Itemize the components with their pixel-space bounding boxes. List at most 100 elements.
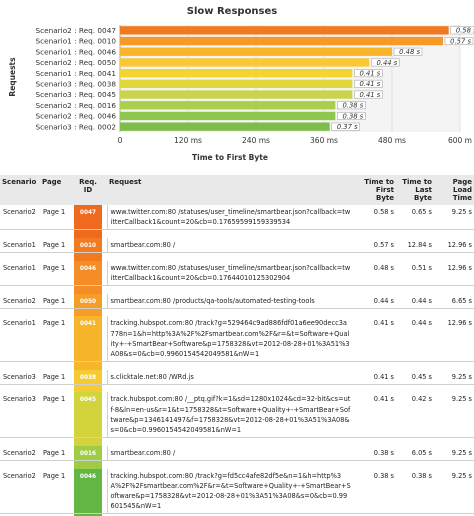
table-row[interactable]: Scenario3 Page 1 0038 s.clicktale.net:80 /W… <box>0 369 474 385</box>
bar[interactable] <box>120 36 443 46</box>
request-cell: track.hubspot.com:80 /__ptq.gif?k=1&sd=1… <box>107 392 354 439</box>
header-ttlb[interactable]: Time to Last Byte <box>402 178 432 202</box>
spacer-cell <box>107 460 354 469</box>
ttfb-cell: 0.44 s <box>354 293 396 309</box>
request-cell: tracking.hubspot.com:80 /track?g=529464c… <box>107 316 354 363</box>
spacer-cell <box>434 384 474 393</box>
bar[interactable] <box>120 79 353 89</box>
header-plt[interactable]: Page Load Time <box>452 178 472 202</box>
spacer-cell <box>40 384 74 393</box>
spacer-cell <box>396 513 434 516</box>
header-ttfb[interactable]: Time to First Byte <box>364 178 394 202</box>
scenario-cell: Scenario2 <box>0 468 40 515</box>
bar[interactable] <box>120 90 353 99</box>
spacer-cell <box>354 229 396 238</box>
spacer-cell <box>40 285 74 294</box>
bar[interactable] <box>120 111 336 121</box>
x-tick-label: 0 <box>118 136 123 145</box>
row-spacer <box>0 384 474 393</box>
row-divider <box>102 468 108 515</box>
x-tick-label: 480 ms <box>378 136 406 145</box>
page-cell: Page 1 <box>40 468 74 515</box>
table-row[interactable]: Scenario1 Page 1 0041 tracking.hubspot.com:… <box>0 316 474 363</box>
req-id-cell: 0038 <box>74 369 102 385</box>
spacer-cell <box>40 229 74 238</box>
header-req-id[interactable]: Req. ID <box>79 178 97 194</box>
req-id-cell: 0047 <box>74 205 102 231</box>
row-divider <box>102 237 108 254</box>
spacer-cell <box>107 229 354 238</box>
spacer-cell <box>434 252 474 261</box>
y-axis-label: Requests <box>8 57 17 97</box>
table-row[interactable]: Scenario2 Page 1 0047 www.twitter.com:80 /s… <box>0 205 474 231</box>
row-divider <box>102 369 108 385</box>
scenario-cell: Scenario2 <box>0 293 40 309</box>
bar[interactable] <box>120 58 370 67</box>
category-label: Scenario3 : Req. 0038 <box>35 80 116 89</box>
category-label: Scenario1 : Req. 0046 <box>35 47 116 56</box>
data-label-box <box>354 69 383 78</box>
bar[interactable] <box>120 26 449 35</box>
data-label-box <box>393 47 423 56</box>
spacer-cell <box>102 285 107 294</box>
req-id-cell: 0016 <box>74 445 102 461</box>
table-row[interactable]: Scenario1 Page 1 0010 smartbear.com:80 /0.5… <box>0 237 474 254</box>
row-spacer <box>0 513 474 516</box>
spacer-cell <box>40 361 74 370</box>
table-row[interactable]: Scenario2 Page 1 0050 smartbear.com:80 /pro… <box>0 293 474 309</box>
data-label-box <box>354 79 383 88</box>
spacer-cell <box>102 229 107 238</box>
table-row[interactable]: Scenario2 Page 1 0046 tracking.hubspot.com:… <box>0 468 474 515</box>
table-row[interactable]: Scenario3 Page 1 0045 track.hubspot.com:80 … <box>0 392 474 439</box>
spacer-cell <box>354 513 396 516</box>
category-label: Scenario2 : Req. 0046 <box>35 112 116 121</box>
spacer-cell <box>396 384 434 393</box>
slow-responses-chart: Slow Responses Requests Time to First By… <box>8 6 474 162</box>
chart-title: Slow Responses <box>187 6 278 17</box>
header-request[interactable]: Request <box>109 178 142 186</box>
ttfb-cell: 0.38 s <box>354 445 396 461</box>
header-page[interactable]: Page <box>42 178 62 186</box>
plot-area: 0 120 ms 240 ms 360 ms 480 ms 600 m Scenario2 … <box>35 25 474 145</box>
spacer-cell <box>40 460 74 469</box>
row-divider <box>102 260 108 287</box>
data-label-box <box>337 101 366 110</box>
spacer-cell <box>354 361 396 370</box>
spacer-cell <box>396 285 434 294</box>
row-divider <box>102 293 108 309</box>
spacer-cell <box>74 308 102 317</box>
category-label: Scenario1 : Req. 0010 <box>35 37 116 46</box>
slow-responses-table: Scenario Page Req. ID Request Time to Fi… <box>0 175 474 516</box>
header-scenario[interactable]: Scenario <box>2 178 37 186</box>
bar[interactable] <box>120 122 330 131</box>
request-cell: www.twitter.com:80 /statuses/user_timeli… <box>107 205 354 231</box>
row-spacer <box>0 308 474 317</box>
plt-cell: 9.25 s <box>434 468 474 515</box>
spacer-cell <box>102 460 107 469</box>
table-row[interactable]: Scenario2 Page 1 0016 smartbear.com:80 /0.3… <box>0 445 474 461</box>
bar[interactable] <box>120 101 336 110</box>
spacer-cell <box>107 384 354 393</box>
data-label: 0.48 s <box>399 48 420 56</box>
ttfb-cell: 0.41 s <box>354 316 396 363</box>
bar[interactable] <box>120 68 353 78</box>
table-body: Scenario2 Page 1 0047 www.twitter.com:80 /s… <box>0 205 474 516</box>
ttlb-cell: 0.51 s <box>396 260 434 287</box>
category-label: Scenario3 : Req. 0045 <box>35 90 116 99</box>
page-cell: Page 1 <box>40 205 74 231</box>
table-row[interactable]: Scenario1 Page 1 0046 www.twitter.com:80 /s… <box>0 260 474 287</box>
row-spacer <box>0 285 474 294</box>
spacer-cell <box>107 252 354 261</box>
page-cell: Page 1 <box>40 260 74 287</box>
request-cell: smartbear.com:80 / <box>107 237 354 254</box>
slow-responses-table-wrap: Scenario Page Req. ID Request Time to Fi… <box>0 175 474 516</box>
data-label: 0.38 s <box>342 112 363 120</box>
spacer-cell <box>0 437 40 446</box>
x-tick-label: 600 m <box>448 136 472 145</box>
spacer-cell <box>0 384 40 393</box>
spacer-cell <box>434 361 474 370</box>
ttfb-cell: 0.58 s <box>354 205 396 231</box>
x-axis-label: Time to First Byte <box>192 153 268 162</box>
data-label-box <box>331 122 360 131</box>
bar[interactable] <box>120 47 392 56</box>
